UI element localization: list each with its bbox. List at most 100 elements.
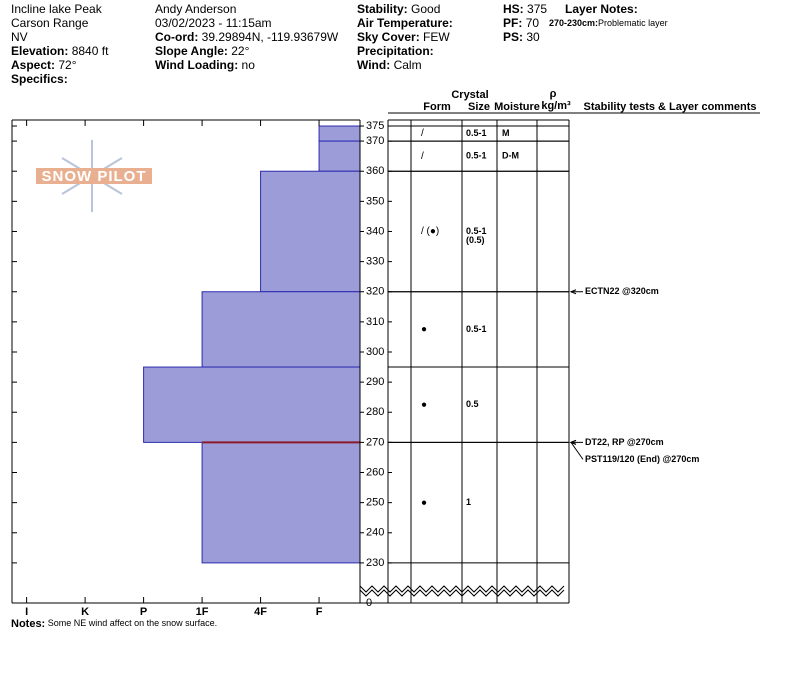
notes-value: Some NE wind affect on the snow surface. [48,618,217,628]
field-value: FEW [423,30,450,44]
col-form: Form [423,101,451,113]
axis-break [359,585,565,593]
header-field: Stability: Good [357,2,440,16]
header-field: 03/02/2023 - 11:15am [155,16,272,30]
logo-text: SNOW PILOT [42,168,147,185]
field-value: 375 [527,2,547,16]
field-value: Andy Anderson [155,2,236,16]
hardness-layer [260,170,361,293]
y-tick-label: 320 [366,286,384,298]
header-field: NV [11,30,28,44]
header-field: Aspect: 72° [11,58,77,72]
header-field: Carson Range [11,16,89,30]
field-value: NV [11,30,28,44]
header-field: Incline lake Peak [11,2,103,16]
crystal-size: 1 [466,497,471,507]
arrow-head [569,289,577,295]
header-field: Elevation: 8840 ft [11,44,109,58]
col-density: kg/m³ [541,100,571,112]
layer-notes-title: Layer Notes: [565,2,638,16]
crystal-form: / (●) [421,226,439,237]
header-field: Slope Angle: 22° [155,44,250,58]
y-tick-label: 260 [366,466,384,478]
y-tick-label: 0 [366,597,372,609]
y-tick-label: 350 [366,195,384,207]
hardness-layer [201,291,361,368]
header-field: Andy Anderson [155,2,236,16]
moisture: M [502,128,510,138]
field-label: Sky Cover: [357,30,420,44]
col-size: Size [468,101,490,113]
hardness-layer [201,441,361,564]
y-tick-label: 290 [366,376,384,388]
note-value: Problematic layer [598,18,668,28]
x-tick-label: K [81,606,89,618]
x-tick-label: 4F [254,606,267,618]
field-value: no [242,58,256,72]
field-value: Incline lake Peak [11,2,103,16]
col-comments: Stability tests & Layer comments [583,101,756,113]
y-tick-label: 250 [366,497,384,509]
field-value: Good [411,2,440,16]
crystal-size: 0.5-1 [466,128,487,138]
col-crystal: Crystal [451,89,488,101]
crystal-size: 0.5-1 [466,324,487,334]
test-arrow [570,442,584,460]
field-label: PF: [503,16,522,30]
field-value: 03/02/2023 - 11:15am [155,16,272,30]
y-tick-label: 360 [366,165,384,177]
field-label: Slope Angle: [155,44,228,58]
test-label: PST119/120 (End) @270cm [585,454,699,464]
field-label: HS: [503,2,524,16]
field-value: 22° [231,44,249,58]
field-value: 8840 ft [72,44,109,58]
header-field: Wind Loading: no [155,58,255,72]
x-tick-label: 1F [196,606,209,618]
test-label: DT22, RP @270cm [585,437,664,447]
field-value: 70 [526,16,540,30]
hardness-layer [143,366,361,443]
header-field: Sky Cover: FEW [357,30,450,44]
x-tick-label: P [140,606,147,618]
y-tick-label: 370 [366,135,384,147]
y-tick-label: 300 [366,346,384,358]
y-tick-label: 340 [366,225,384,237]
moisture: D-M [502,151,519,161]
crystal-form: ● [421,324,427,335]
crystal-size: (0.5) [466,235,485,245]
field-label: Stability: [357,2,408,16]
crystal-form: ● [421,497,427,508]
field-label: Elevation: [11,44,68,58]
field-label: Wind: [357,58,390,72]
test-label: ECTN22 @320cm [585,286,659,296]
x-tick-label: F [316,606,323,618]
col-moisture: Moisture [494,101,540,113]
field-value: Carson Range [11,16,89,30]
x-tick-label: I [25,606,28,618]
crystal-size: 0.5-1 [466,226,487,236]
notes-label: Notes: [11,618,45,630]
header-field: PF: 70 [503,16,539,30]
field-value: 39.29894N, -119.93679W [202,30,339,44]
y-tick-label: 230 [366,557,384,569]
col-rho: ρ [550,88,557,100]
field-label: Specifics: [11,72,68,86]
crystal-form: / [421,128,424,139]
crystal-size: 0.5 [466,399,479,409]
field-label: Wind Loading: [155,58,238,72]
header-field: Wind: Calm [357,58,422,72]
header-field: Air Temperature: [357,16,453,30]
header-field: Precipitation: [357,44,434,58]
y-tick-label: 330 [366,256,384,268]
field-label: Air Temperature: [357,16,453,30]
field-value: 72° [58,58,76,72]
arrow-head [569,439,577,445]
y-tick-label: 280 [366,406,384,418]
header-field: Co-ord: 39.29894N, -119.93679W [155,30,339,44]
notes: Notes: Some NE wind affect on the snow s… [11,618,217,630]
field-label: Precipitation: [357,44,434,58]
field-value: Calm [394,58,422,72]
hardness-layer [318,140,361,172]
y-tick-label: 270 [366,436,384,448]
